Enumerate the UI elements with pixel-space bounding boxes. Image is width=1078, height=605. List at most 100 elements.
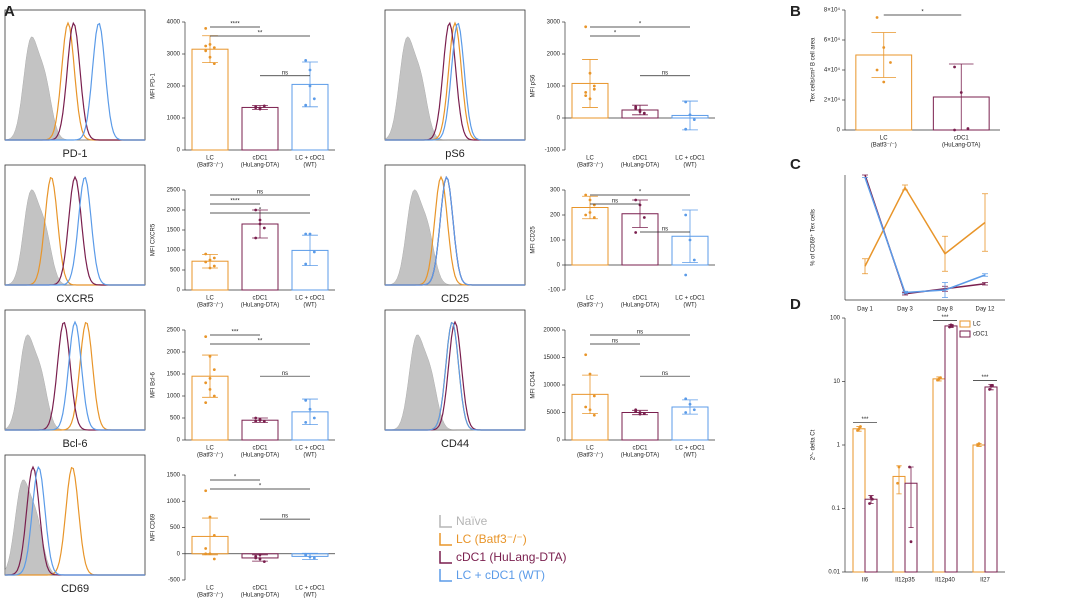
significance-label: * xyxy=(614,31,617,37)
y-tick-label: 10000 xyxy=(543,383,560,389)
significance-label: * xyxy=(259,208,262,214)
x-tick-label: LC xyxy=(586,156,594,162)
y-tick-label: 4000 xyxy=(167,20,181,26)
error-bar xyxy=(902,290,908,295)
x-tick-label: cDC1 xyxy=(632,156,648,162)
histogram-naive xyxy=(4,334,145,431)
y-tick-label: 1500 xyxy=(167,228,181,234)
y-tick-label: 1500 xyxy=(167,372,181,378)
data-point xyxy=(258,222,262,226)
data-point xyxy=(212,62,216,65)
data-point xyxy=(684,127,688,131)
histogram-naive xyxy=(4,36,145,141)
error-bar xyxy=(682,399,698,415)
data-point xyxy=(592,413,596,417)
bar xyxy=(191,48,229,151)
y-axis-label: MFI CD25 xyxy=(531,226,537,254)
line xyxy=(864,177,986,294)
significance-label: * xyxy=(921,10,924,16)
x-tick-label: LC xyxy=(206,296,214,302)
legend-swatch xyxy=(439,551,452,564)
data-point xyxy=(254,419,258,423)
significance-label: * xyxy=(234,475,237,481)
data-point xyxy=(254,208,258,212)
data-point xyxy=(304,552,308,556)
y-tick-label: 500 xyxy=(170,268,181,274)
y-tick-label: 1000 xyxy=(167,499,181,505)
error-bar xyxy=(948,63,974,131)
y-tick-label: 200 xyxy=(550,213,561,219)
x-tick-sublabel: (Batf3⁻/⁻) xyxy=(197,593,223,599)
data-point xyxy=(212,557,216,561)
data-point xyxy=(258,553,262,557)
significance-label: * xyxy=(639,190,642,196)
bar xyxy=(621,412,659,441)
data-point xyxy=(304,59,308,62)
y-axis-label: MFI Bcl-6 xyxy=(151,372,157,398)
data-point xyxy=(254,236,258,240)
data-point xyxy=(212,394,216,398)
data-point xyxy=(308,84,312,88)
data-point xyxy=(988,388,991,391)
bar xyxy=(241,106,279,151)
legend-swatch xyxy=(439,569,452,582)
data-point xyxy=(634,231,638,234)
y-tick-label: 0 xyxy=(557,438,561,444)
x-tick-label: LC xyxy=(586,446,594,452)
data-point xyxy=(868,502,871,505)
data-point xyxy=(688,113,692,117)
data-point xyxy=(889,61,892,64)
significance-label: ns xyxy=(282,371,288,377)
significance-label: *** xyxy=(231,330,239,336)
y-axis-label: MFI PD-1 xyxy=(151,73,157,99)
y-tick-label: 20000 xyxy=(543,328,560,334)
histogram-label: CD25 xyxy=(441,293,469,305)
data-point xyxy=(204,44,208,48)
x-tick-label: cDC1 xyxy=(252,296,268,302)
data-point xyxy=(304,103,308,107)
y-tick-label: 15000 xyxy=(543,355,560,361)
data-point xyxy=(254,556,258,560)
data-point xyxy=(212,256,216,260)
x-tick-sublabel: (HuLang-DTA) xyxy=(621,453,660,459)
data-point xyxy=(638,110,642,113)
y-axis-label: MFI pS6 xyxy=(531,74,537,97)
error-bar xyxy=(982,193,988,252)
data-point xyxy=(684,273,688,277)
x-tick-label: cDC1 xyxy=(252,446,268,452)
data-point xyxy=(953,128,956,132)
data-point xyxy=(212,368,216,371)
bar xyxy=(241,419,279,441)
data-point xyxy=(588,211,592,214)
y-axis-label: 2^- delta Ct xyxy=(811,429,817,460)
data-point xyxy=(208,377,212,380)
significance-label: ns xyxy=(612,199,618,205)
data-point xyxy=(959,91,963,94)
x-tick-sublabel: (WT) xyxy=(683,453,696,459)
y-tick-label: 0 xyxy=(177,438,181,444)
legend-swatch xyxy=(959,330,971,338)
y-tick-label: 2000 xyxy=(167,208,181,214)
y-tick-label: 5000 xyxy=(547,410,561,416)
y-axis-label: Tex cells/cm² B cell area xyxy=(811,37,817,102)
data-point xyxy=(254,106,258,110)
legend-label: LC (Batf3⁻/⁻) xyxy=(456,532,527,546)
histogram-curve xyxy=(5,176,145,286)
y-tick-label: 2000 xyxy=(167,350,181,356)
data-point xyxy=(939,376,942,380)
x-tick-label: cDC1 xyxy=(954,136,970,142)
x-tick-sublabel: (WT) xyxy=(683,303,696,309)
y-tick-label: 2500 xyxy=(167,188,181,194)
error-bar xyxy=(982,282,988,286)
significance-label: **** xyxy=(230,199,240,205)
data-point xyxy=(204,381,208,385)
data-point xyxy=(212,264,216,268)
x-tick-sublabel: (HuLang-DTA) xyxy=(241,453,280,459)
data-point xyxy=(208,55,212,59)
x-tick-sublabel: (WT) xyxy=(303,453,316,459)
x-tick-label: LC + cDC1 xyxy=(295,156,325,162)
histogram-label: Bcl-6 xyxy=(62,438,87,450)
x-tick-label: LC + cDC1 xyxy=(295,446,325,452)
data-point xyxy=(584,405,588,409)
